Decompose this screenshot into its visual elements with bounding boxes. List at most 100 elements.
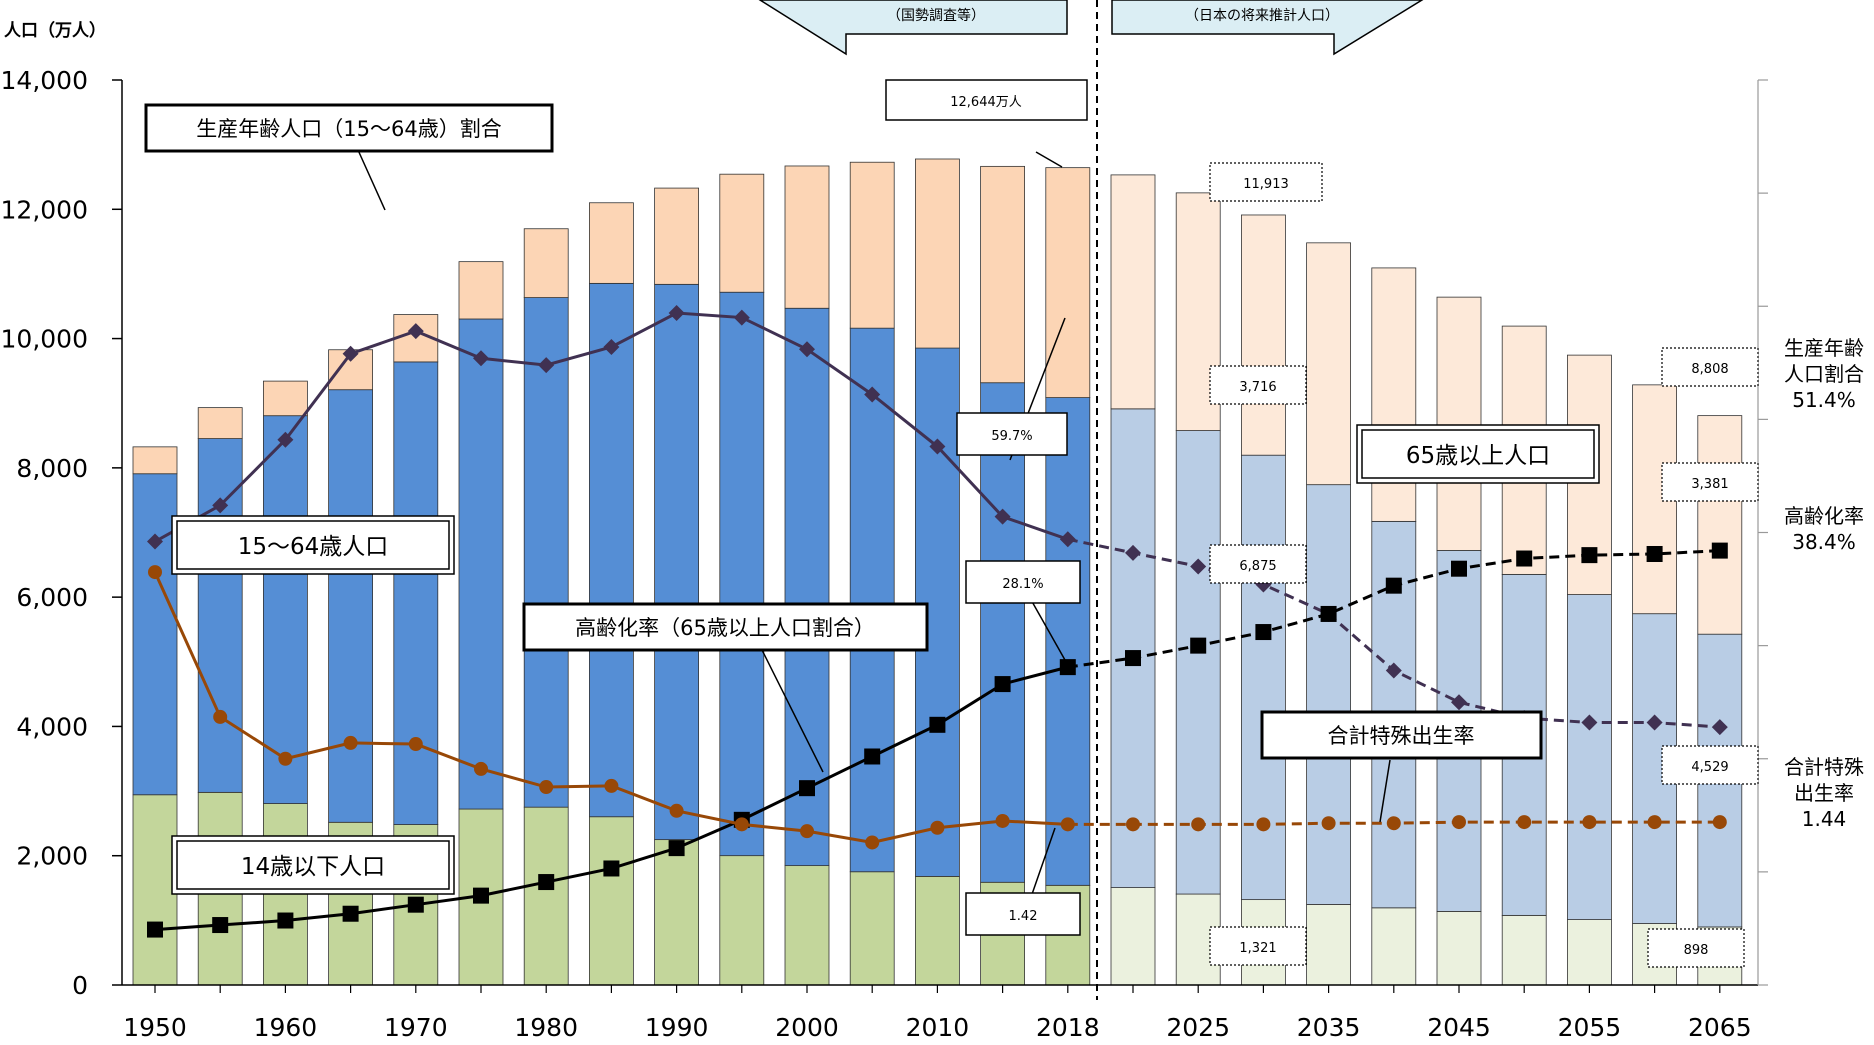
bar-segment-over65-2030: [1241, 214, 1286, 456]
header-right-label: （日本の将来推計人口）: [1185, 8, 1339, 24]
fertility-point-2000: [800, 824, 814, 839]
callouts-dotted: [1209, 162, 1759, 968]
bar-segment-over65-2045: [1436, 296, 1482, 551]
svg-text:高齢化率: 高齢化率: [1784, 504, 1864, 528]
bar-segment-age15-64-2000: [784, 307, 830, 867]
aging-rate-point-2045: [1451, 560, 1467, 577]
bar-segment-age15-64-2030: [1241, 454, 1286, 901]
x-tick-label: 2065: [1688, 1013, 1752, 1042]
bar-segment-age15-64-2055: [1567, 594, 1612, 920]
fertility-point-1995: [734, 817, 749, 832]
aging-rate-point-2040: [1385, 577, 1402, 594]
aging-rate-point-1980: [538, 874, 555, 891]
callout-total-2018: 12,644万人: [950, 95, 1022, 110]
svg-text:生産年齢人口（15〜64歳）割合: 生産年齢人口（15〜64歳）割合: [196, 117, 501, 141]
aging-rate-point-2018: [1059, 659, 1076, 676]
aging-rate-point-2015: [994, 676, 1011, 693]
bar-segment-over65-1995: [719, 173, 765, 293]
aging-rate-point-1965: [342, 905, 359, 922]
svg-text:出生率: 出生率: [1794, 781, 1854, 805]
svg-text:合計特殊: 合計特殊: [1784, 755, 1864, 779]
fertility-point-1985: [604, 778, 619, 793]
svg-text:1.44: 1.44: [1802, 807, 1847, 831]
callout-fertility-2018: 1.42: [1009, 909, 1038, 924]
right-label-working-ratio: 生産年齢 人口割合 51.4%: [1784, 336, 1864, 412]
label-aging-rate: 高齢化率（65歳以上人口割合）: [522, 602, 929, 652]
bar-segment-over65-1950: [132, 446, 178, 475]
callout-over65-2065: 3,381: [1691, 477, 1728, 492]
working-ratio-point-2055: [1581, 714, 1598, 731]
bar-segment-over65-1990: [654, 187, 699, 285]
fertility-point-2065: [1712, 815, 1727, 830]
bar-segment-under14-2045: [1436, 911, 1482, 986]
bar-segment-over65-1975: [458, 261, 504, 320]
working-ratio-point-1960: [277, 431, 294, 448]
working-ratio-point-2045: [1451, 694, 1467, 711]
y-tick-label: 8,000: [16, 454, 88, 483]
aging-rate-point-1955: [212, 917, 229, 934]
fertility-point-2015: [995, 813, 1010, 828]
fertility-point-1965: [343, 735, 358, 750]
fertility-point-2010: [930, 820, 945, 835]
working-ratio-point-1970: [407, 323, 424, 340]
working-ratio-point-1990: [668, 305, 685, 322]
bar-segment-over65-2020: [1110, 174, 1156, 410]
header-arrow-right: [1111, 0, 1424, 56]
bar-segment-age15-64-1950: [132, 473, 178, 796]
fertility-point-2040: [1386, 816, 1401, 831]
svg-text:51.4%: 51.4%: [1792, 388, 1856, 412]
svg-text:生産年齢: 生産年齢: [1784, 336, 1864, 360]
y-tick-label: 14,000: [1, 66, 88, 95]
working-ratio-point-1980: [538, 357, 555, 374]
x-tick-label: 1960: [254, 1013, 318, 1042]
callout-age15-64-2065: 4,529: [1691, 760, 1728, 775]
svg-text:高齢化率（65歳以上人口割合）: 高齢化率（65歳以上人口割合）: [575, 616, 875, 640]
header-arrow-left: [758, 0, 1068, 56]
aging-rate-point-2035: [1320, 605, 1337, 622]
fertility-point-2005: [865, 835, 880, 850]
x-tick-label: 2045: [1427, 1013, 1491, 1042]
bar-segment-under14-1985: [589, 816, 634, 986]
right-label-fertility: 合計特殊 出生率 1.44: [1784, 755, 1864, 831]
bar-segment-over65-2015: [980, 165, 1025, 384]
x-tick-label: 2025: [1166, 1013, 1230, 1042]
aging-rate-point-1970: [407, 896, 424, 913]
axes: [121, 79, 1768, 986]
aging-rate-point-2030: [1255, 624, 1272, 641]
working-ratio-point-2005: [864, 386, 881, 403]
label-over65: 65歳以上人口: [1356, 424, 1600, 484]
fertility-point-1970: [408, 737, 423, 752]
header-left-label: （国勢調査等）: [887, 7, 985, 24]
fertility-point-2045: [1452, 815, 1466, 830]
fertility-point-2018: [1060, 817, 1075, 832]
fertility-point-1950: [148, 565, 162, 580]
bar-segment-age15-64-1995: [719, 291, 765, 857]
y-tick-label: 6,000: [16, 583, 88, 612]
bar-segment-age15-64-1990: [654, 283, 699, 841]
working-ratio-point-1985: [603, 338, 620, 355]
bar-segment-age15-64-2015: [980, 382, 1025, 883]
svg-text:人口割合: 人口割合: [1784, 362, 1864, 386]
callout-over65-2030: 3,716: [1239, 380, 1276, 395]
fertility-point-2055: [1582, 815, 1597, 830]
bar-segment-under14-2040: [1371, 907, 1417, 986]
aging-rate-point-2050: [1516, 550, 1533, 567]
working-ratio-point-1965: [342, 345, 359, 362]
svg-text:15〜64歳人口: 15〜64歳人口: [238, 534, 389, 560]
bar-segment-under14-1990: [654, 839, 699, 986]
bar-segment-over65-1980: [523, 228, 569, 298]
header-banners: （国勢調査等） （日本の将来推計人口）: [758, 0, 1424, 56]
bar-segment-under14-1980: [523, 806, 569, 986]
line-series: [147, 305, 1728, 938]
callouts-solid: [885, 79, 1088, 936]
callout-total-2065: 8,808: [1691, 362, 1728, 377]
fertility-point-2050: [1517, 815, 1532, 830]
svg-text:65歳以上人口: 65歳以上人口: [1406, 443, 1550, 469]
x-tick-label: 1950: [123, 1013, 187, 1042]
fertility-point-1990: [669, 803, 684, 818]
aging-rate-point-1950: [147, 921, 163, 938]
aging-rate-point-2060: [1646, 545, 1663, 562]
label-under14: 14歳以下人口: [171, 835, 455, 895]
working-ratio-point-2000: [799, 341, 815, 358]
